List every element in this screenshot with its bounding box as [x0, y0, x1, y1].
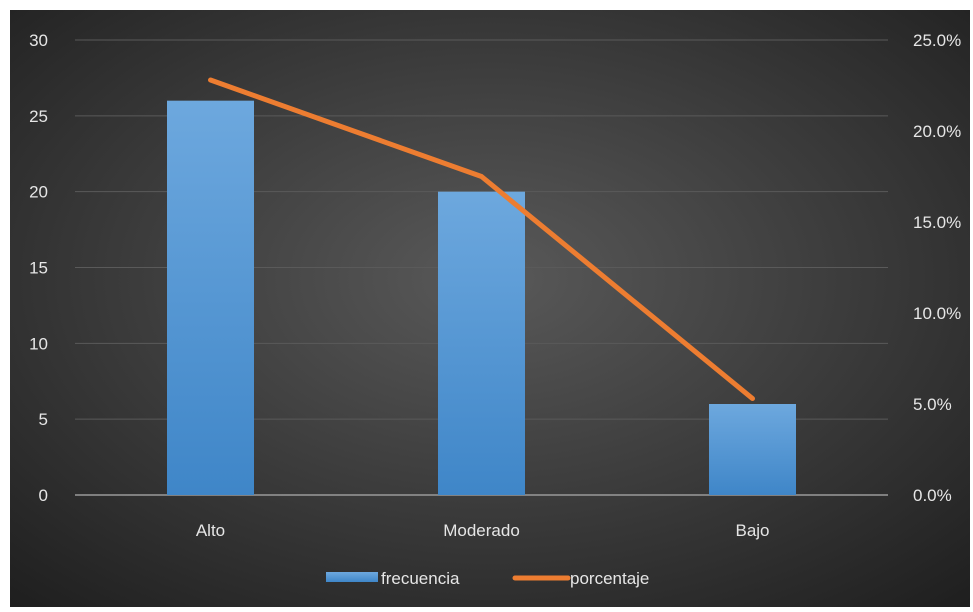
bar-bajo [709, 404, 796, 495]
left-tick-label: 30 [29, 31, 48, 50]
line-series [208, 77, 755, 402]
left-tick-label: 10 [29, 334, 48, 353]
x-tick-label: Alto [196, 521, 225, 540]
legend-swatch-frecuencia [326, 572, 378, 582]
bar-moderado [438, 191, 525, 495]
right-tick-label: 0.0% [913, 486, 952, 505]
x-tick-label: Moderado [443, 521, 520, 540]
left-tick-label: 5 [39, 410, 48, 429]
right-tick-label: 20.0% [913, 122, 961, 141]
left-axis: 0 5 10 15 20 25 30 [29, 31, 48, 505]
x-tick-label: Bajo [735, 521, 769, 540]
right-tick-label: 10.0% [913, 304, 961, 323]
right-tick-label: 5.0% [913, 395, 952, 414]
legend-label-porcentaje: porcentaje [570, 569, 649, 588]
left-tick-label: 20 [29, 183, 48, 202]
right-axis: 0.0% 5.0% 10.0% 15.0% 20.0% 25.0% [913, 31, 961, 505]
right-tick-label: 25.0% [913, 31, 961, 50]
x-axis: Alto Moderado Bajo [196, 521, 770, 540]
bar-series [167, 100, 796, 496]
legend-label-frecuencia: frecuencia [381, 569, 460, 588]
left-tick-label: 25 [29, 107, 48, 126]
legend: frecuencia porcentaje [326, 569, 649, 588]
left-tick-label: 15 [29, 259, 48, 278]
right-tick-label: 15.0% [913, 213, 961, 232]
bar-alto [167, 100, 254, 496]
left-tick-label: 0 [39, 486, 48, 505]
